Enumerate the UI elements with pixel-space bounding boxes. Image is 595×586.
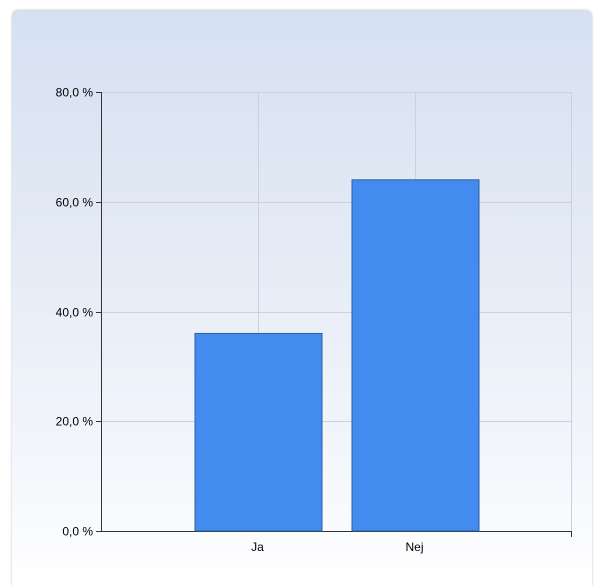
y-tick-label: 60,0 % — [56, 196, 94, 210]
bars — [194, 179, 480, 532]
y-tick-label: 20,0 % — [56, 415, 94, 429]
y-tick-labels: 0,0 % 20,0 % 40,0 % 60,0 % 80,0 % — [56, 86, 94, 539]
grid-lines — [101, 92, 572, 531]
bar-nej — [351, 179, 480, 532]
y-tick-label: 0,0 % — [62, 525, 93, 539]
axes — [96, 92, 572, 537]
x-tick-label: Ja — [251, 540, 264, 554]
x-tick-label: Nej — [405, 540, 423, 554]
y-tick-label: 40,0 % — [56, 306, 94, 320]
y-tick-label: 80,0 % — [56, 86, 94, 100]
bar-ja — [194, 332, 323, 532]
x-tick-labels: Ja Nej — [251, 540, 423, 554]
